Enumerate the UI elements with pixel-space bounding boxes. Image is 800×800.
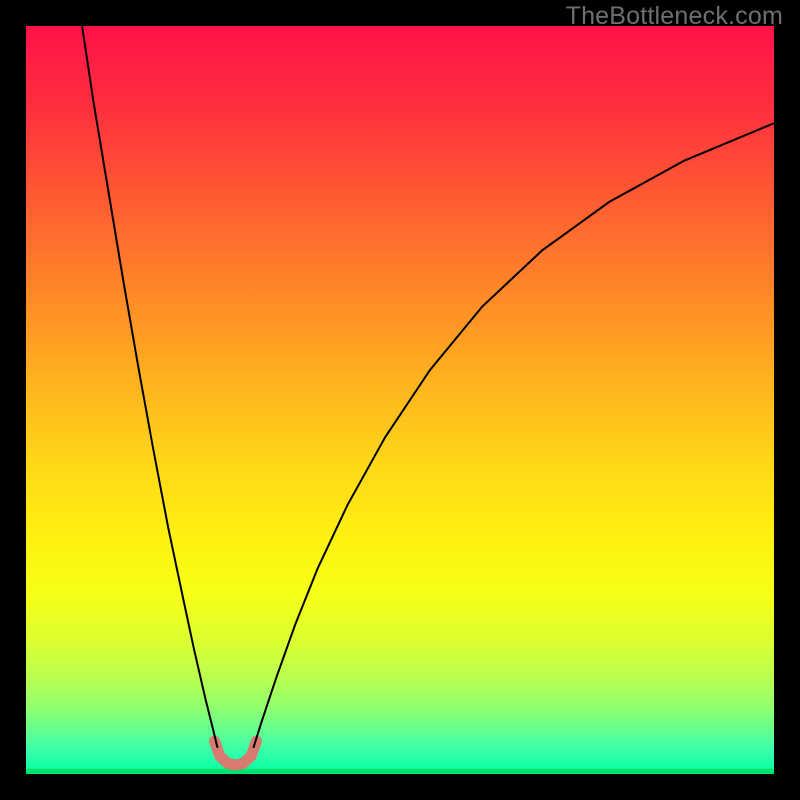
chart-background bbox=[26, 26, 774, 774]
chart-baseline-band bbox=[26, 769, 774, 774]
bottleneck-chart bbox=[0, 0, 800, 800]
